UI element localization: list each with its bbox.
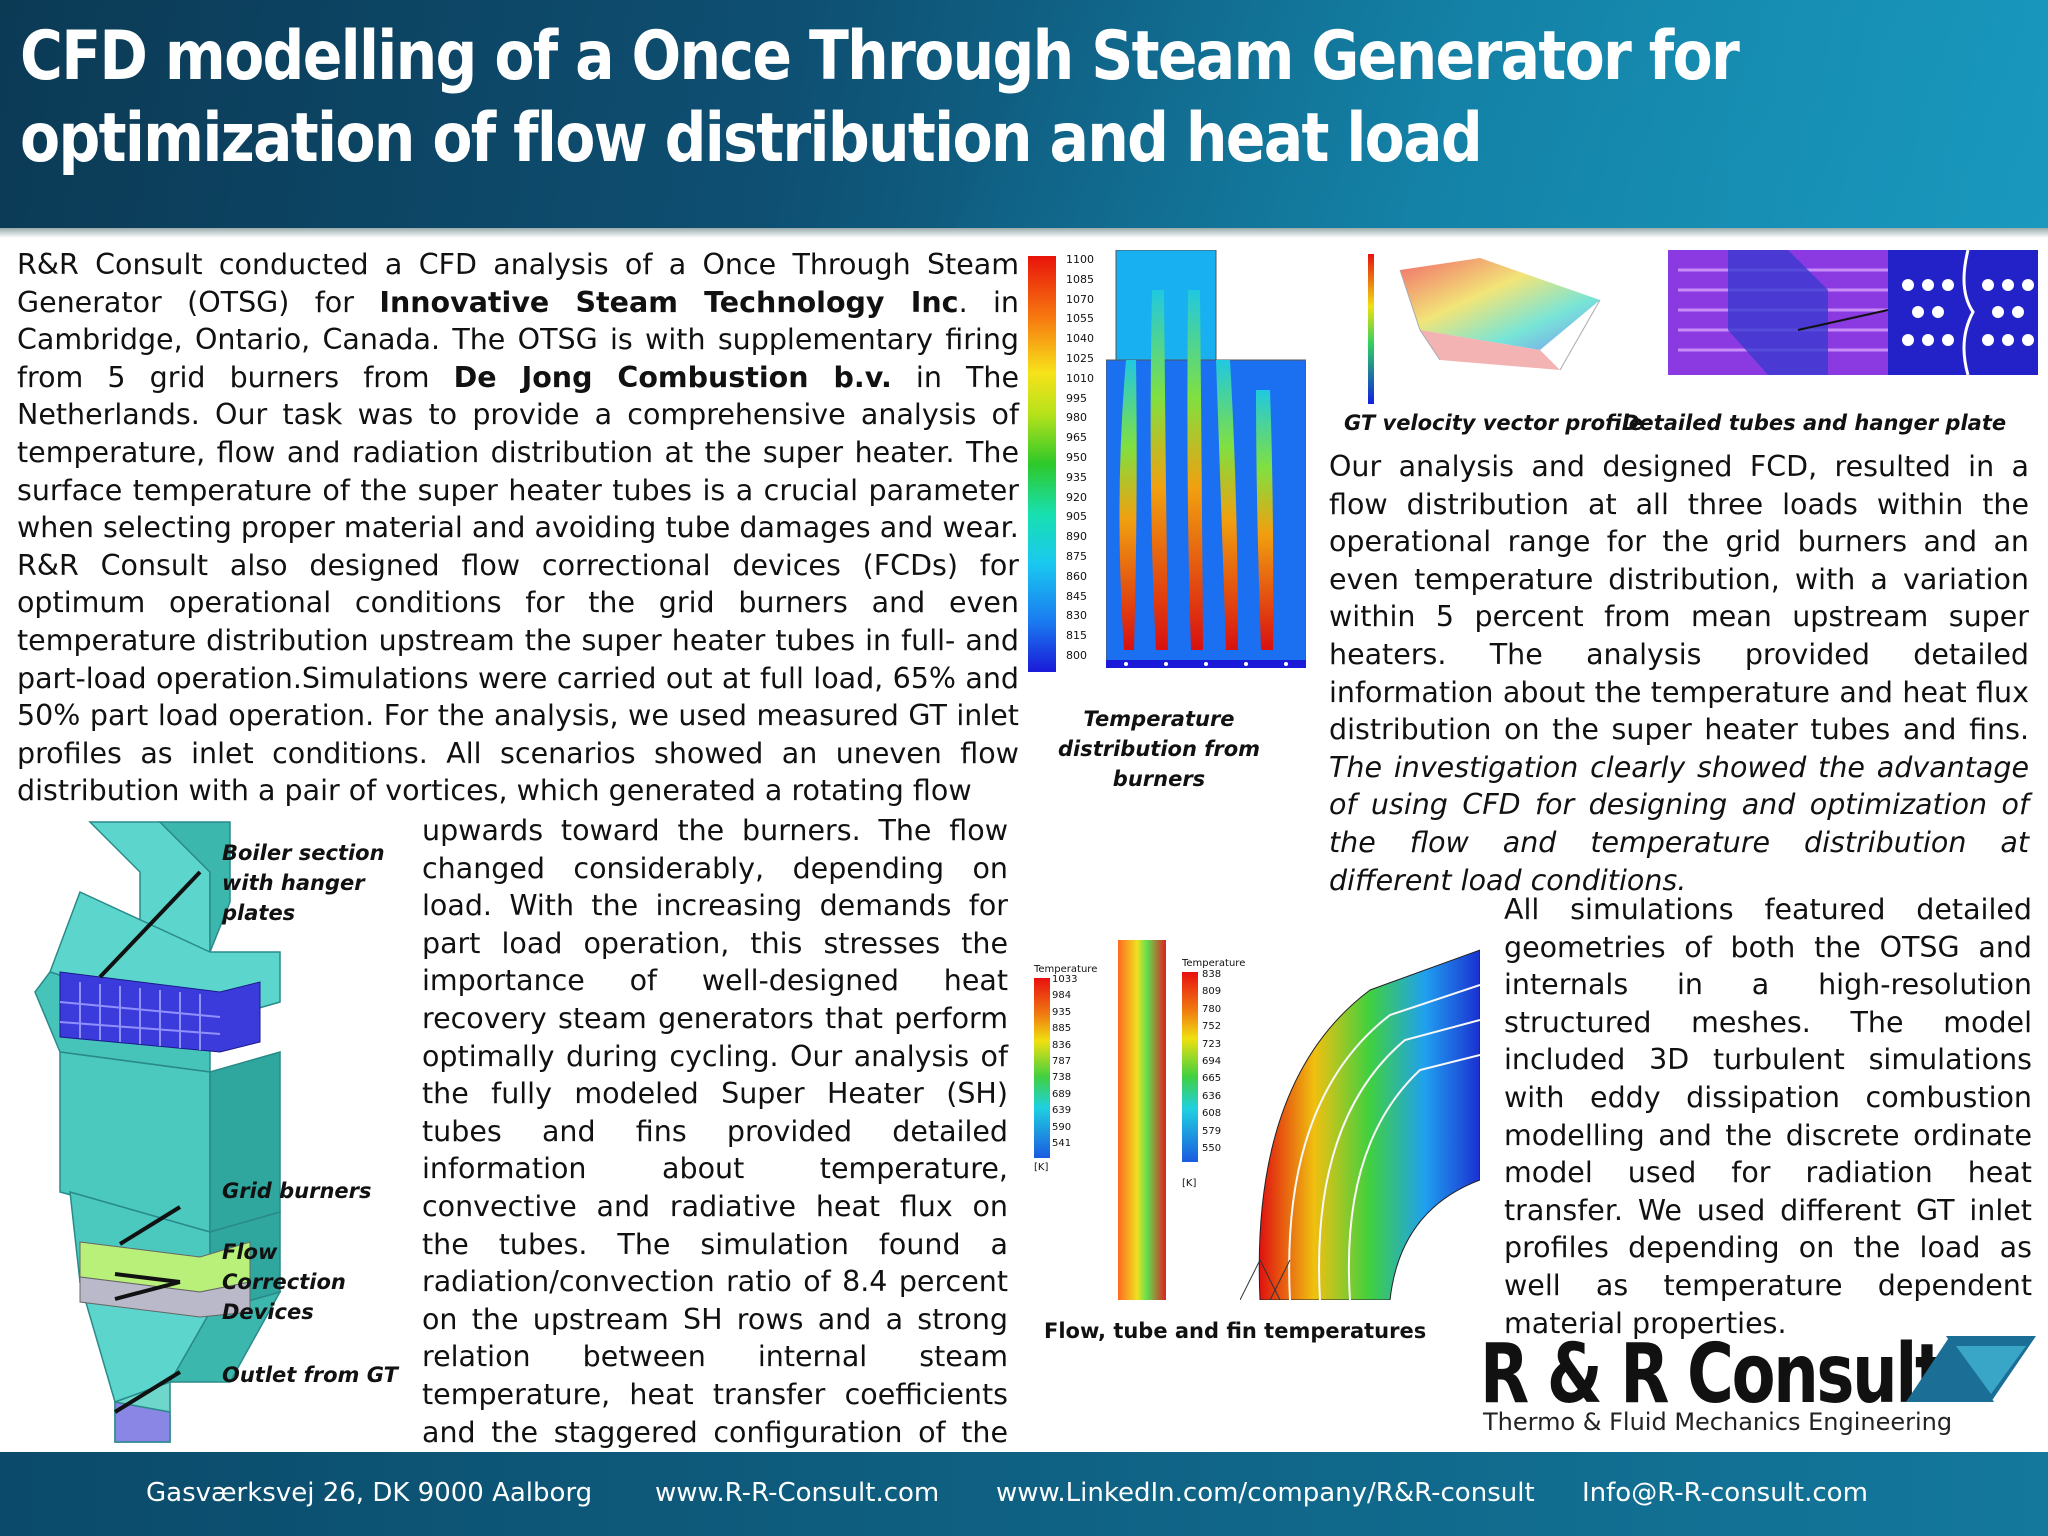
burner-legend-label: 890 [1066,530,1087,544]
intro-text-a: R&R Consult conducted a CFD analysis of … [17,248,1019,319]
tube-legend-2-label: 780 [1202,1003,1222,1015]
tube-legend-2-labels: 838 809 780 752 723 694 665 636 608 579 550 [1202,966,1221,1157]
burner-legend-label: 1025 [1066,351,1094,365]
burner-legend-labels: 1100 1085 1070 1055 1040 1025 1010 995 980 965 950… [1066,250,1106,666]
tube-legend-2-label: 665 [1202,1073,1222,1085]
burner-legend-label: 905 [1066,510,1087,524]
tube-legend-1-labels: 1033 984 935 885 836 787 738 689 639 590 541 [1052,972,1077,1152]
intro-paragraph-2: R&R Consult also designed flow correctio… [17,548,1019,808]
tube-legend-1-label: 689 [1052,1088,1072,1100]
tube-legend-1-label: 738 [1052,1072,1072,1084]
partner-name: De Jong Combustion b.v. [453,360,892,394]
tube-legend-2-label: 723 [1202,1038,1222,1050]
client-name: Innovative Steam Technology Inc [379,285,959,319]
fin-bend-render [1240,949,1480,1300]
right-top-text: Our analysis and designed FCD, resulted … [1329,448,2029,899]
tube-legend-1-label: 590 [1052,1121,1072,1133]
tube-legend-1-title: Temperature [1034,964,1098,975]
intro-paragraph-1: R&R Consult conducted a CFD analysis of … [17,246,1019,547]
caption-detailed-tubes: Detailed tubes and hanger plate [1622,411,2007,435]
tube-legend-2-label: 579 [1202,1125,1222,1137]
footer-email-link[interactable]: Info@R-R-consult.com [1582,1478,1868,1508]
tube-legend-2-label: 636 [1202,1090,1222,1102]
tubes-hanger-figure [1668,250,2038,376]
burner-legend-label: 1085 [1066,272,1094,286]
tube-legend-1-label: 639 [1052,1105,1072,1117]
caption-temperature-distribution: Temperature distribution from burners [1057,707,1261,791]
burner-colorbar [1028,256,1056,672]
caption-boiler: Boiler section with hanger plates [222,841,385,925]
tube-legend-2-label: 752 [1202,1021,1222,1033]
burner-legend-label: 1055 [1066,312,1094,326]
tube-legend-1-label: 787 [1052,1056,1072,1068]
burner-legend-label: 920 [1066,490,1087,504]
footer-website-link[interactable]: www.R-R-Consult.com [655,1478,940,1508]
logo-triangle-icon [1906,1336,2036,1402]
tube-legend-2-label: 809 [1202,986,1222,998]
tube-legend-1-label: 1033 [1052,974,1078,985]
right-top-italic: The investigation clearly showed the adv… [1329,750,2029,897]
caption-outlet: Outlet from GT [222,1363,398,1387]
page-title: CFD modelling of a Once Through Steam Ge… [20,17,1740,178]
tube-legend-1-label: 935 [1052,1006,1072,1018]
tube-legend-1-unit: [K] [1034,1162,1049,1173]
burner-legend-label: 1070 [1066,292,1094,306]
tube-legend-2-unit: [K] [1182,1178,1197,1189]
caption-grid-burners: Grid burners [222,1179,372,1203]
column2-text: upwards toward the burners. The flow cha… [422,814,1008,1486]
burner-legend-label: 815 [1066,629,1087,643]
tube-legend-1-label: 885 [1052,1023,1072,1035]
footer-bar: Gasværksvej 26, DK 9000 Aalborg www.R-R-… [0,1452,2048,1536]
caption-gt-velocity: GT velocity vector profile [1344,411,1644,435]
boiler-diagram [34,821,282,1443]
burner-temperature-figure: 1100 1085 1070 1055 1040 1025 1010 995 980 965 950… [1024,250,1306,700]
burner-legend-label: 995 [1066,391,1087,405]
header-banner: CFD modelling of a Once Through Steam Ge… [0,0,2048,228]
caption-flow-tube: Flow, tube and fin temperatures [1044,1319,1427,1343]
burner-legend-label: 935 [1066,470,1087,484]
burner-legend-label: 800 [1066,648,1087,662]
logo-text: R & R Consult [1480,1327,1946,1422]
intro-text-e: in The Netherlands. Our task was to prov… [17,360,1019,545]
tube-legend-2-label: 608 [1202,1108,1222,1120]
tube-legend-1-label: 984 [1052,990,1072,1002]
tube-legend-2-label: 694 [1202,1056,1222,1068]
tube-strip [1118,940,1166,1300]
burner-legend-label: 950 [1066,450,1087,464]
burner-legend-label: 1010 [1066,371,1094,385]
tube-legend-2-label: 550 [1202,1143,1222,1155]
tube-legend-1-label: 836 [1052,1039,1072,1051]
header-shadow [0,228,2048,238]
intro-text: R&R Consult conducted a CFD analysis of … [17,246,1019,810]
right-bottom-text: All simulations featured detailed geomet… [1504,893,2032,1340]
burner-legend-label: 1100 [1066,253,1094,266]
burner-legend-label: 860 [1066,569,1087,583]
tube-legend-2-label: 838 [1202,969,1222,980]
tube-colorbar-1 [1034,978,1050,1158]
logo-subtitle: Thermo & Fluid Mechanics Engineering [1483,1408,1953,1436]
gt-velocity-figure [1368,254,1601,404]
burner-legend-label: 965 [1066,431,1087,445]
right-top-normal: Our analysis and designed FCD, resulted … [1329,450,2029,747]
caption-fcd: Flow Correction Devices [222,1240,346,1324]
burner-legend-label: 1040 [1066,332,1094,346]
intro-text-c: . in Cambridge, Ontario, Canada. The OTS… [17,285,1019,394]
tube-colorbar-2 [1182,972,1198,1162]
burner-field [1106,250,1306,668]
burner-legend-label: 830 [1066,609,1087,623]
tube-temperature-figure: Temperature 1033 984 935 885 836 787 738 689 639… [1030,930,1480,1300]
footer-address: Gasværksvej 26, DK 9000 Aalborg [146,1478,593,1508]
tube-legend-2-title: Temperature [1182,958,1246,969]
tube-legend-1-label: 541 [1052,1138,1072,1150]
footer-linkedin-link[interactable]: www.LinkedIn.com/company/R&R-consult [996,1478,1535,1508]
burner-legend-label: 845 [1066,589,1087,603]
burner-legend-label: 875 [1066,549,1087,563]
burner-legend-label: 980 [1066,411,1087,425]
